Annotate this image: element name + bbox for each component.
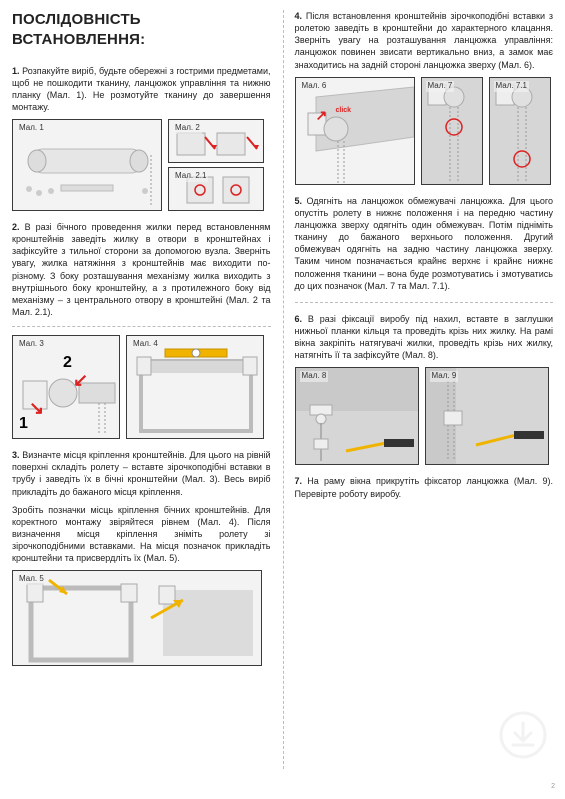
click-label: click [336, 106, 352, 115]
figure-5: Мал. 5 [12, 570, 262, 666]
step-2-text: 2. В разі бічного проведення жилки перед… [12, 221, 271, 318]
step-5-body: Одягніть на ланцюжок обмежувачі ланцюжка… [295, 196, 554, 291]
figure-7-1-label: Мал. 7.1 [494, 81, 529, 92]
figure-2-1: Мал. 2.1 [168, 167, 264, 211]
figure-8-label: Мал. 8 [300, 371, 329, 382]
page-number: 2 [551, 782, 555, 791]
step-4-body: Після встановлення кронштейнів зірочкопо… [295, 11, 554, 70]
figure-7-svg [422, 77, 482, 185]
figure-5-label: Мал. 5 [17, 574, 46, 585]
fig-row-4: Мал. 6 click ↗ Мал. 7 [295, 77, 554, 185]
step-1-body: Розпакуйте виріб, будьте обережні з гост… [12, 66, 271, 112]
step-1-text: 1. Розпакуйте виріб, будьте обережні з г… [12, 65, 271, 114]
step-3-text: 3. Визначте місця кріплення кронштейнів.… [12, 449, 271, 498]
step-4-num: 4. [295, 11, 303, 21]
figure-2-label: Мал. 2 [173, 123, 202, 134]
fig-row-2: Мал. 3 1 2 ↘ ↙ Мал. 4 [12, 335, 271, 439]
page-title: ПОСЛІДОВНІСТЬ ВСТАНОВЛЕННЯ: [12, 10, 271, 51]
figure-2-1-label: Мал. 2.1 [173, 171, 208, 182]
watermark-icon [499, 711, 547, 759]
figure-7-1: Мал. 7.1 [489, 77, 551, 185]
right-column: 4. Після встановлення кронштейнів зірочк… [283, 0, 565, 799]
step-1-num: 1. [12, 66, 20, 76]
figure-4: Мал. 4 [126, 335, 264, 439]
figure-4-label: Мал. 4 [131, 339, 160, 350]
step-5-num: 5. [295, 196, 303, 206]
step-3-body: Визначте місця кріплення кронштейнів. Дл… [12, 450, 271, 496]
annot-2: 2 [63, 352, 72, 374]
figure-2: Мал. 2 [168, 119, 264, 163]
figure-7-label: Мал. 7 [426, 81, 455, 92]
figure-6: Мал. 6 click ↗ [295, 77, 415, 185]
fig-row-5: Мал. 8 Мал. 9 [295, 367, 554, 465]
figure-9-label: Мал. 9 [430, 371, 459, 382]
h-divider-2 [295, 302, 554, 303]
step-6-num: 6. [295, 314, 303, 324]
figure-1: Мал. 1 [12, 119, 162, 211]
figure-1-label: Мал. 1 [17, 123, 46, 134]
arrow-1: ↘ [29, 396, 44, 420]
arrow-click: ↗ [316, 106, 328, 125]
step-2-body: В разі бічного проведення жилки перед вс… [12, 222, 271, 317]
figure-8: Мал. 8 [295, 367, 419, 465]
figure-7: Мал. 7 [421, 77, 483, 185]
step-2-num: 2. [12, 222, 20, 232]
figure-9: Мал. 9 [425, 367, 549, 465]
vertical-divider [283, 10, 284, 769]
figure-3-label: Мал. 3 [17, 339, 46, 350]
figure-7-1-svg [490, 77, 550, 185]
figure-3-svg [13, 335, 119, 439]
figure-4-svg [127, 335, 263, 439]
figure-6-label: Мал. 6 [300, 81, 329, 92]
figure-3: Мал. 3 1 2 ↘ ↙ [12, 335, 120, 439]
h-divider-1 [12, 326, 271, 327]
arrow-2: ↙ [73, 368, 88, 392]
step-7-body: На раму вікна прикрутіть фіксатор ланцюж… [295, 476, 554, 498]
fig-row-3: Мал. 5 [12, 570, 271, 666]
step-3-num: 3. [12, 450, 20, 460]
left-column: ПОСЛІДОВНІСТЬ ВСТАНОВЛЕННЯ: 1. Розпакуйт… [0, 0, 283, 799]
step-7-text: 7. На раму вікна прикрутіть фіксатор лан… [295, 475, 554, 499]
step-5-text: 5. Одягніть на ланцюжок обмежувачі ланцю… [295, 195, 554, 292]
fig-row-1: Мал. 1 Мал. 2 [12, 119, 271, 211]
step-4-text: 4. Після встановлення кронштейнів зірочк… [295, 10, 554, 71]
step-3b-text: Зробіть позначки місць кріплення бічних … [12, 504, 271, 565]
step-6-text: 6. В разі фіксації виробу під нахил, вст… [295, 313, 554, 362]
figure-6-svg [296, 77, 414, 185]
annot-1: 1 [19, 413, 28, 435]
figure-5-svg [13, 570, 261, 666]
step-6-body: В разі фіксації виробу під нахил, вставт… [295, 314, 554, 360]
step-7-num: 7. [295, 476, 303, 486]
